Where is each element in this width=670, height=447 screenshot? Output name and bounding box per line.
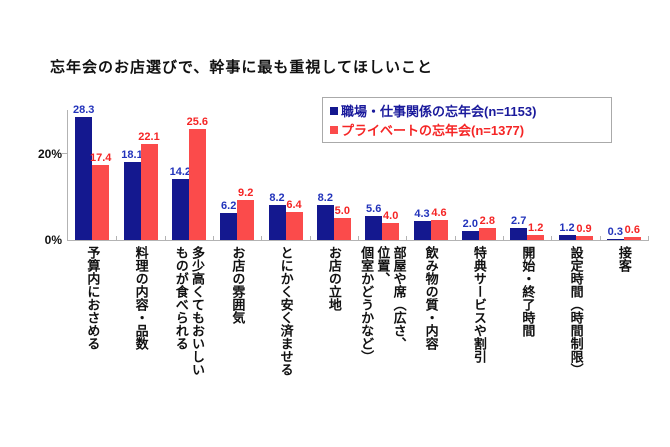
bar-series2-cat11	[575, 236, 593, 240]
bar-series1-cat2	[123, 161, 141, 240]
value-label-series1-cat2: 18.1	[121, 148, 143, 161]
category-label-11: 設定時間（時間制限）	[568, 246, 584, 376]
category-label-5: とにかく安く済ませる	[278, 246, 294, 376]
category-label-9: 特典サービスや割引	[471, 246, 487, 363]
bar-series1-cat10	[510, 228, 528, 240]
x-axis-tick	[454, 236, 456, 240]
y-axis-label-20: 20%	[37, 147, 62, 161]
bar-series1-cat4	[220, 213, 238, 240]
bar-series2-cat2	[140, 144, 158, 240]
bar-series1-cat7	[365, 215, 383, 240]
x-axis-tick	[116, 236, 118, 240]
bar-series2-cat1	[92, 164, 110, 240]
y-axis-tick-20	[62, 153, 68, 154]
category-label-7: 部屋や席（広さ、 位置、 個室かどうかなど）	[359, 246, 407, 363]
value-label-series2-cat4: 9.2	[238, 187, 254, 200]
x-axis-tick	[599, 236, 601, 240]
legend-item-private: プライベートの忘年会(n=1377)	[330, 120, 605, 139]
x-axis-tick	[358, 236, 359, 240]
legend-label-private: プライベートの忘年会(n=1377)	[341, 123, 525, 138]
value-label-series2-cat7: 4.0	[383, 209, 399, 222]
category-label-2: 料理の内容・品数	[133, 246, 149, 350]
value-label-series1-cat10: 2.7	[511, 215, 527, 228]
legend-item-work: 職場・仕事関係の忘年会(n=1153)	[330, 101, 605, 120]
x-axis-tick	[503, 236, 504, 240]
bar-series2-cat5	[285, 212, 303, 240]
value-label-series1-cat7: 5.6	[366, 202, 382, 215]
value-label-series1-cat9: 2.0	[462, 218, 478, 231]
value-label-series1-cat6: 8.2	[317, 191, 333, 204]
value-label-series2-cat3: 25.6	[186, 116, 208, 129]
value-label-series1-cat12: 0.3	[607, 225, 623, 238]
bar-series2-cat12	[623, 237, 641, 240]
value-label-series2-cat9: 2.8	[479, 214, 495, 227]
legend-marker-private-icon	[330, 125, 338, 134]
bar-series2-cat7	[382, 222, 400, 240]
value-label-series2-cat1: 17.4	[89, 151, 112, 164]
bar-series2-cat4	[237, 200, 255, 240]
legend-label-work: 職場・仕事関係の忘年会(n=1153)	[341, 104, 537, 119]
bar-series1-cat11	[558, 234, 576, 240]
value-label-series1-cat4: 6.2	[221, 200, 237, 213]
x-axis-tick	[261, 236, 263, 240]
legend: 職場・仕事関係の忘年会(n=1153) プライベートの忘年会(n=1377)	[322, 97, 612, 143]
bar-series1-cat6	[316, 204, 334, 240]
plot-area: 28.3 17.4 18.1 22.1 14.2 25.6 6.2 9.2 8.2 6.4 8.2 5…	[62, 104, 649, 241]
x-axis-tick	[406, 236, 408, 240]
x-axis-tick	[551, 236, 553, 240]
bar-series1-cat5	[268, 204, 286, 240]
value-label-series2-cat2: 22.1	[138, 131, 160, 144]
bar-series2-cat6	[333, 218, 351, 240]
x-axis-tick	[164, 236, 166, 240]
bar-series2-cat10	[527, 234, 545, 240]
value-label-series2-cat10: 1.2	[528, 221, 544, 234]
bar-series1-cat12	[606, 238, 624, 240]
value-label-series2-cat12: 0.6	[624, 224, 640, 237]
x-axis-tick	[309, 236, 311, 240]
bar-series2-cat9	[478, 227, 496, 240]
category-label-3: 多少高くてもおいしい ものが食べられる	[173, 246, 206, 376]
value-label-series1-cat1: 28.3	[72, 104, 95, 117]
bar-series2-cat8	[430, 220, 448, 240]
legend-marker-work-icon	[330, 106, 338, 115]
value-label-series2-cat6: 5.0	[334, 205, 350, 218]
bar-series1-cat8	[413, 221, 431, 240]
y-axis-label-0: 0%	[44, 233, 62, 247]
category-label-10: 開始・終了時間	[520, 246, 536, 337]
chart-title: 忘年会のお店選びで、幹事に最も重視してほしいこと	[50, 59, 433, 76]
value-label-series2-cat5: 6.4	[286, 199, 302, 212]
category-label-4: お店の雰囲気	[230, 246, 246, 324]
category-label-1: 予算内におさめる	[85, 246, 101, 350]
category-label-6: お店の立地	[326, 246, 342, 311]
bar-series1-cat3	[171, 178, 189, 240]
bar-series2-cat3	[188, 129, 206, 240]
value-label-series1-cat11: 1.2	[559, 221, 575, 234]
value-label-series2-cat11: 0.9	[576, 223, 592, 236]
value-label-series1-cat5: 8.2	[269, 191, 285, 204]
x-axis-tick	[213, 236, 214, 240]
y-axis-line	[67, 110, 68, 241]
value-label-series2-cat8: 4.6	[431, 207, 447, 220]
category-labels: 予算内におさめる 料理の内容・品数 多少高くてもおいしい ものが食べられる お店の雰囲…	[68, 246, 648, 446]
x-axis-tick	[648, 236, 649, 240]
bar-series1-cat1	[75, 117, 93, 240]
bar-series1-cat9	[461, 231, 479, 240]
value-label-series1-cat8: 4.3	[414, 208, 430, 221]
value-label-series1-cat3: 14.2	[169, 165, 191, 178]
x-axis-line	[67, 240, 649, 241]
category-label-12: 接客	[616, 246, 632, 272]
category-label-8: 飲み物の質・内容	[423, 246, 439, 350]
